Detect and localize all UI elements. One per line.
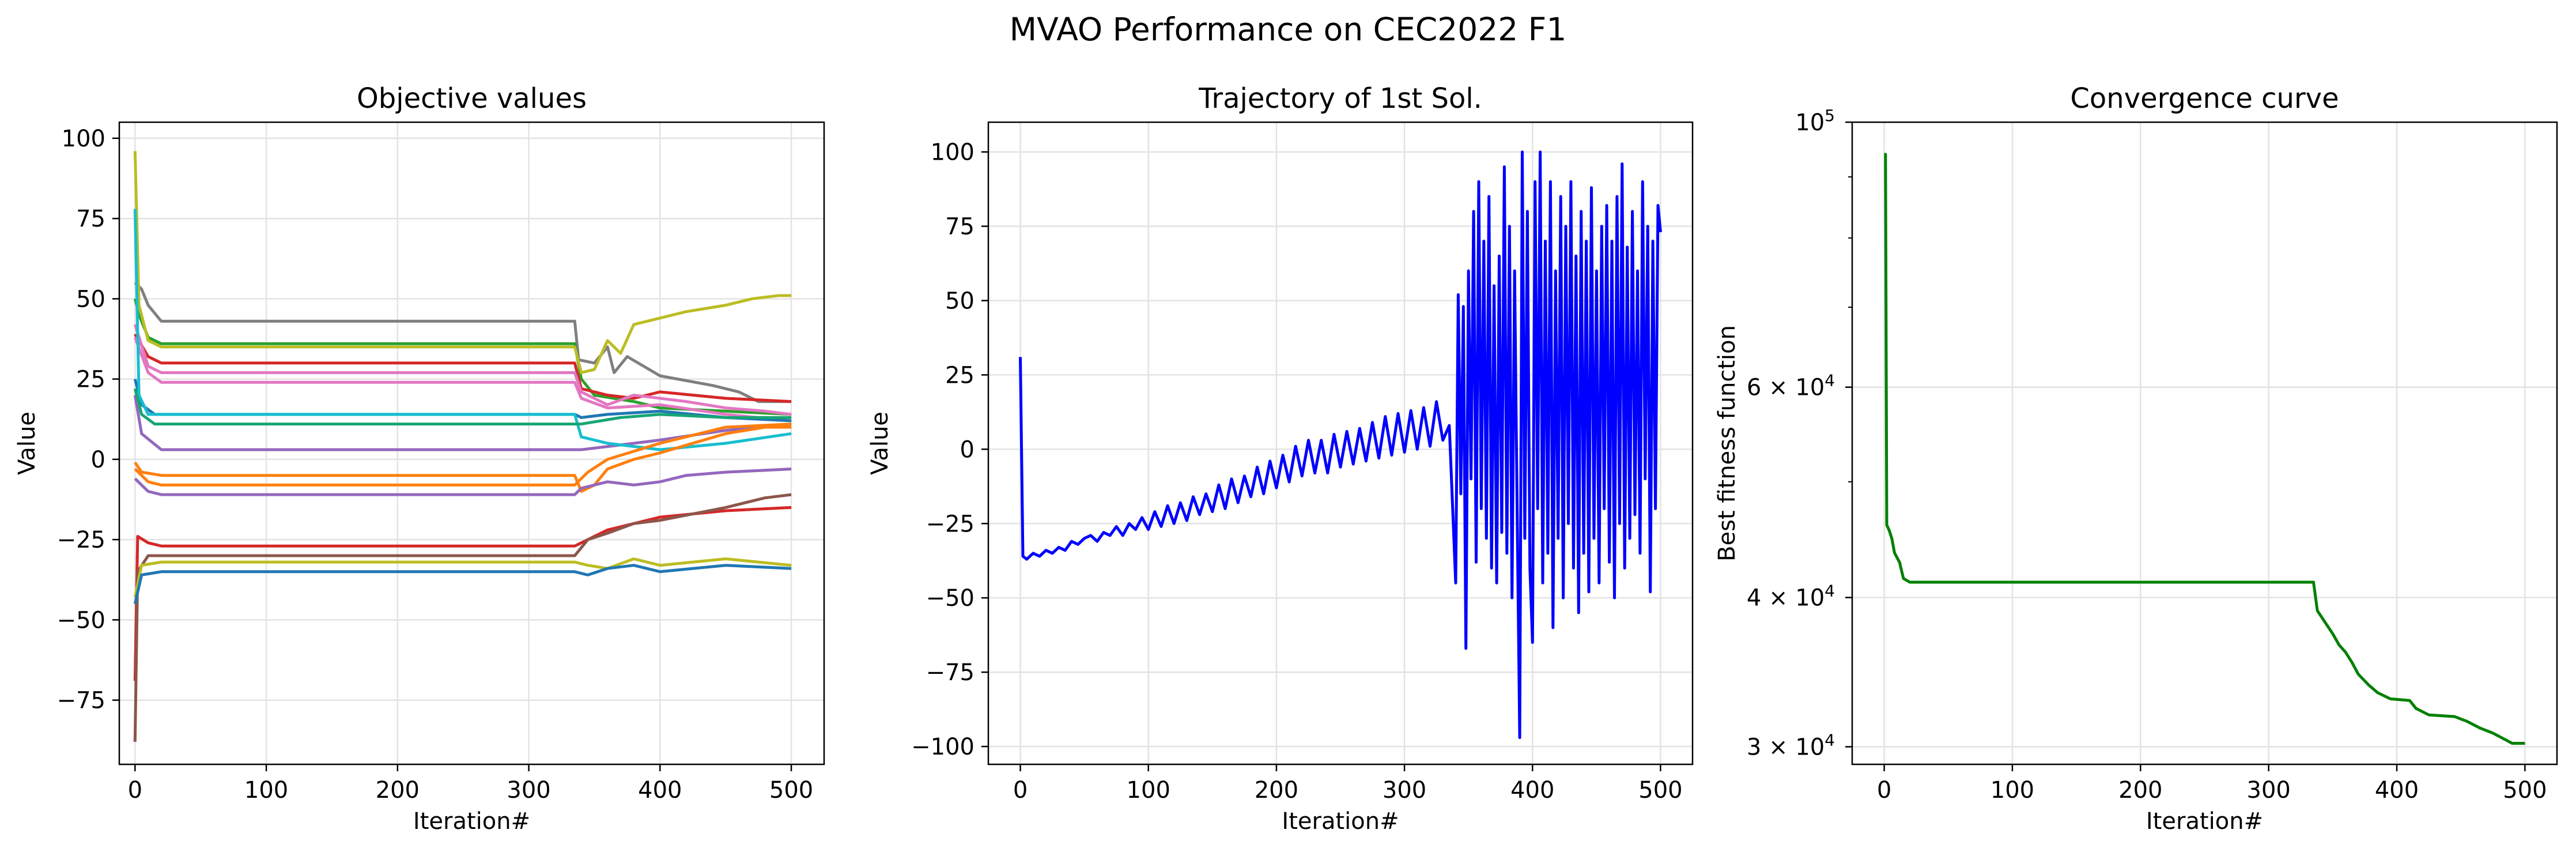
x-tick-label: 200 <box>1255 777 1298 804</box>
x-axis-label: Iteration# <box>1282 808 1399 835</box>
series-line-4 <box>134 333 792 404</box>
x-tick-label: 500 <box>1638 777 1682 804</box>
series-line-3 <box>133 151 792 374</box>
x-axis-label: Iteration# <box>413 808 530 835</box>
x-tick-label: 300 <box>2247 777 2291 804</box>
y-tick-label: 0 <box>91 447 105 473</box>
y-tick-label: 25 <box>76 367 105 393</box>
y-tick-label: −100 <box>911 734 975 760</box>
y-tick-label: 100 <box>931 139 975 166</box>
x-tick-label: 100 <box>1127 777 1170 804</box>
x-tick-label: 200 <box>376 777 420 804</box>
x-tick-label: 500 <box>2503 777 2547 804</box>
series-line-13 <box>134 467 792 496</box>
series-line-1 <box>1019 150 1662 740</box>
axes-title: Objective values <box>357 82 587 115</box>
series-group <box>133 151 792 742</box>
series-line-10 <box>133 388 792 426</box>
x-axis-label: Iteration# <box>2146 808 2263 835</box>
y-tick-label: 75 <box>945 214 975 240</box>
x-tick-label: 100 <box>244 777 288 804</box>
axes-frame <box>1851 121 2558 766</box>
x-tick-label: 400 <box>1510 777 1554 804</box>
y-tick-label: 0 <box>960 436 975 463</box>
objective-values-panel: 0 100 200 300 400 500 −75 −50 −25 0 25 50 75 100 Objec… <box>14 82 825 835</box>
x-tick-label: 500 <box>769 777 813 804</box>
x-tick-label: 0 <box>1013 777 1028 804</box>
figure-suptitle: MVAO Performance on CEC2022 F1 <box>1010 11 1567 48</box>
convergence-panel: 0 100 200 300 400 500 3 × 104 4 × 104 6 × 104 105… <box>1714 82 2558 835</box>
series-line-9 <box>133 209 792 451</box>
x-tick-label: 300 <box>507 777 550 804</box>
axes-title: Convergence curve <box>2070 82 2339 115</box>
y-tick-label: 3 × 104 <box>1747 730 1835 760</box>
x-tick-label: 400 <box>638 777 682 804</box>
y-tick-label: −75 <box>57 688 105 714</box>
y-tick-label: −50 <box>926 585 975 612</box>
y-axis-label: Value <box>14 412 40 475</box>
x-tick-label: 0 <box>128 777 142 804</box>
series-line-16 <box>133 557 792 598</box>
series-line-11 <box>134 425 792 493</box>
x-tick-label: 0 <box>1877 777 1891 804</box>
y-tick-label: −25 <box>926 511 975 537</box>
series-line-1 <box>1884 153 2525 745</box>
y-tick-label: −50 <box>57 607 105 633</box>
y-tick-label: −25 <box>57 527 105 553</box>
axes-title: Trajectory of 1st Sol. <box>1198 82 1482 115</box>
x-tick-label: 200 <box>2118 777 2162 804</box>
x-tick-label: 300 <box>1383 777 1426 804</box>
axes-frame <box>987 121 1694 766</box>
y-axis-label: Value <box>867 412 893 475</box>
series-group <box>1884 153 2525 745</box>
y-tick-label: 105 <box>1795 106 1835 136</box>
series-line-6 <box>133 337 792 423</box>
y-tick-label: 100 <box>62 126 105 152</box>
axes-frame <box>118 121 825 766</box>
y-tick-label: −75 <box>926 659 975 686</box>
series-line-5 <box>133 324 792 416</box>
y-tick-label: 6 × 104 <box>1747 371 1835 401</box>
series-line-15 <box>133 493 792 742</box>
trajectory-panel: 0 100 200 300 400 500 −100 −75 −50 −25 0 25 50 75 100 T… <box>867 82 1694 835</box>
y-tick-label: 4 × 104 <box>1747 582 1835 612</box>
y-tick-label: 25 <box>945 362 975 389</box>
series-line-1 <box>134 281 792 404</box>
series-line-17 <box>133 564 792 605</box>
y-axis-label: Best fitness function <box>1714 325 1740 561</box>
y-tick-label: 50 <box>945 288 975 314</box>
y-tick-label: 75 <box>76 206 105 232</box>
series-group <box>1019 150 1662 740</box>
y-tick-label: 50 <box>76 286 105 312</box>
series-line-12 <box>134 423 792 487</box>
x-tick-label: 100 <box>1990 777 2034 804</box>
x-tick-label: 400 <box>2375 777 2419 804</box>
